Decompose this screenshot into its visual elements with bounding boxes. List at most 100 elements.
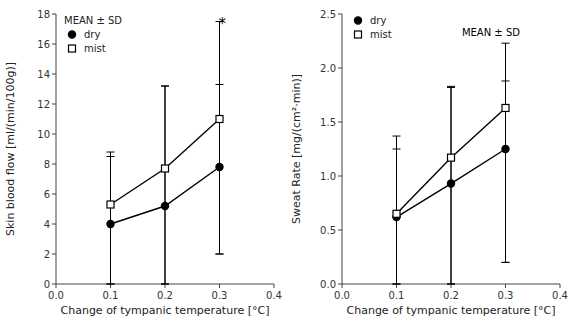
- error-bar: [216, 22, 224, 255]
- y-tick-label: 8: [44, 159, 50, 170]
- error-cap: [161, 86, 169, 87]
- legend: MEAN ± SDdrymist: [64, 15, 122, 54]
- point: [502, 145, 509, 152]
- x-axis-label: Change of tympanic temperature [°C]: [61, 304, 270, 317]
- point: [448, 154, 455, 161]
- y-tick: [52, 44, 56, 45]
- y-tick-label: 0.5: [320, 225, 336, 236]
- y-tick: [52, 284, 56, 285]
- y-tick-label: 12: [37, 99, 50, 110]
- error-bar: [107, 152, 115, 284]
- y-axis-line: [342, 14, 343, 284]
- legend-marker: [354, 17, 361, 24]
- y-tick-label: 14: [37, 69, 50, 80]
- y-tick: [338, 284, 342, 285]
- y-tick: [52, 74, 56, 75]
- x-tick: [560, 284, 561, 288]
- legend-title: MEAN ± SD: [64, 15, 122, 26]
- error-cap: [502, 262, 510, 263]
- point: [216, 116, 223, 123]
- error-bar: [502, 81, 510, 262]
- error-bar: [393, 136, 401, 284]
- error-cap: [447, 87, 455, 88]
- error-whisker: [110, 152, 111, 284]
- panel: 0.00.10.20.30.40.00.51.01.52.02.5Change …: [290, 9, 568, 318]
- y-tick: [52, 254, 56, 255]
- x-tick: [451, 284, 452, 288]
- error-bar: [393, 149, 401, 284]
- error-bar: [161, 86, 169, 284]
- error-cap: [107, 284, 115, 285]
- legend-label: dry: [370, 15, 386, 26]
- y-tick-label: 0: [44, 279, 50, 290]
- legend-marker: [68, 31, 75, 38]
- y-tick-label: 0.0: [320, 279, 336, 290]
- y-tick-label: 4: [44, 219, 50, 230]
- x-tick-label: 0.4: [552, 290, 568, 301]
- y-tick-label: 16: [37, 39, 50, 50]
- x-tick-label: 0.2: [443, 290, 459, 301]
- error-cap: [161, 284, 169, 285]
- error-cap: [502, 43, 510, 44]
- x-tick-label: 0.3: [212, 290, 228, 301]
- error-cap: [161, 86, 169, 87]
- error-bar: [502, 43, 510, 262]
- y-tick-label: 2: [44, 249, 50, 260]
- y-tick: [338, 230, 342, 231]
- point: [393, 210, 400, 217]
- panel: 0.00.10.20.30.4024681012141618Change of …: [4, 9, 282, 318]
- point: [161, 202, 168, 209]
- x-tick: [274, 284, 275, 288]
- plot-area: [393, 43, 510, 284]
- point: [447, 180, 454, 187]
- annotation: MEAN ± SD: [462, 27, 520, 38]
- legend: dry mist: [354, 15, 391, 40]
- y-tick-label: 18: [37, 9, 50, 20]
- error-cap: [393, 284, 401, 285]
- legend-label: mist: [370, 29, 392, 40]
- point: [502, 104, 509, 111]
- y-tick: [338, 122, 342, 123]
- error-cap: [447, 284, 455, 285]
- y-tick: [52, 14, 56, 15]
- x-tick: [56, 284, 57, 288]
- y-tick: [52, 104, 56, 105]
- x-tick: [110, 284, 111, 288]
- x-axis-line: [56, 284, 274, 285]
- x-tick: [505, 284, 506, 288]
- x-tick-label: 0.2: [157, 290, 173, 301]
- y-axis-line: [56, 14, 57, 284]
- y-axis-label: Sweat Rate [mg/(cm²·min)]: [290, 74, 303, 224]
- error-cap: [502, 80, 510, 81]
- x-axis-label: Change of tympanic temperature [°C]: [347, 304, 556, 317]
- y-tick-label: 1.5: [320, 117, 336, 128]
- y-tick: [52, 164, 56, 165]
- y-tick-label: 6: [44, 189, 50, 200]
- y-axis-label: Skin blood flow [ml/(min/100g)]: [4, 62, 17, 236]
- error-bar: [447, 86, 455, 284]
- annotation: *: [218, 15, 226, 33]
- x-axis-line: [342, 284, 560, 285]
- error-cap: [393, 136, 401, 137]
- error-cap: [161, 284, 169, 285]
- y-tick: [52, 134, 56, 135]
- y-tick-label: 10: [37, 129, 50, 140]
- error-bar: [447, 87, 455, 284]
- chart-svg: 0.0 0.1 0.2 0.3 0.4 0 2 4 6 8 10 12 14 16 18 Change of …: [0, 0, 572, 324]
- x-tick-label: 0.0: [48, 290, 64, 301]
- x-tick: [165, 284, 166, 288]
- error-cap: [502, 262, 510, 263]
- y-tick: [52, 224, 56, 225]
- error-cap: [393, 284, 401, 285]
- x-tick-label: 0.1: [389, 290, 405, 301]
- error-cap: [216, 254, 224, 255]
- error-whisker: [219, 22, 220, 255]
- error-whisker: [165, 86, 166, 284]
- point: [216, 163, 223, 170]
- legend-marker: [69, 45, 76, 52]
- x-tick-label: 0.4: [266, 290, 282, 301]
- x-tick-label: 0.0: [334, 290, 350, 301]
- legend-marker: [355, 31, 362, 38]
- y-tick-label: 1.0: [320, 171, 336, 182]
- error-cap: [393, 149, 401, 150]
